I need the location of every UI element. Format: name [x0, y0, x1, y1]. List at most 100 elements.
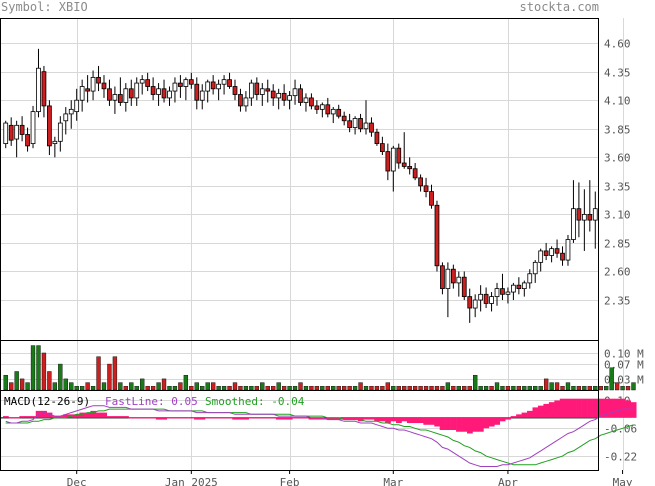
price-tick-label: 2.85	[604, 238, 631, 251]
candle-body	[385, 151, 391, 172]
volume-bar	[178, 382, 183, 391]
volume-bar	[571, 386, 576, 391]
candle-body	[150, 86, 156, 95]
candle-body	[390, 147, 396, 172]
macd-histogram-bar	[439, 417, 446, 430]
candle-body	[303, 97, 309, 103]
candle-body	[592, 208, 598, 221]
volume-bar	[511, 386, 516, 391]
macd-histogram-bar	[232, 417, 239, 420]
macd-title: MACD(12-26-9)	[4, 395, 90, 408]
macd-histogram-bar	[275, 417, 282, 420]
macd-histogram-bar	[259, 417, 266, 419]
volume-bar	[298, 382, 303, 391]
macd-histogram-bar	[570, 398, 577, 418]
candle-body	[478, 293, 484, 301]
price-tick-label: 3.10	[604, 209, 631, 222]
macd-histogram-bar	[183, 417, 189, 419]
volume-bar	[200, 386, 205, 391]
candle-body	[549, 248, 554, 256]
volume-bar	[336, 386, 341, 391]
volume-bar	[145, 386, 150, 391]
candle-body	[249, 82, 254, 99]
volume-bar	[467, 386, 472, 391]
macd-histogram-bar	[128, 417, 135, 419]
volume-bar	[140, 378, 145, 391]
volume-bar	[423, 386, 429, 391]
macd-histogram-bar	[434, 417, 440, 427]
volume-bar	[36, 345, 41, 391]
price-panel: 4.60 4.35 4.10 3.85 3.60 3.35 3.10 2.85 2.60 2.35	[0, 18, 631, 470]
candle-body	[374, 131, 380, 145]
candle-body	[57, 122, 63, 142]
macd-histogram-bar	[297, 417, 304, 419]
volume-bar	[533, 386, 538, 391]
candle-body	[587, 213, 593, 221]
price-tick-label: 3.85	[604, 124, 631, 137]
x-tick-label: Jan 2025	[165, 476, 218, 486]
macd-histogram-bar	[445, 417, 451, 430]
volume-bar	[19, 378, 25, 391]
candle-body	[74, 99, 80, 113]
candle-body	[276, 92, 282, 99]
macd-histogram-bar	[204, 417, 211, 419]
candle-body	[560, 252, 565, 261]
candle-body	[161, 88, 167, 99]
macd-histogram-bar	[112, 416, 118, 418]
candle-body	[14, 124, 20, 140]
candle-body	[467, 296, 473, 309]
macd-histogram-bar	[565, 398, 572, 418]
volume-bar	[205, 382, 210, 391]
macd-histogram-bar	[423, 417, 430, 425]
volume-bar	[576, 386, 582, 391]
volume-bar	[243, 386, 249, 391]
macd-histogram-bar	[483, 417, 490, 429]
candle-body	[265, 88, 271, 92]
candle-body	[325, 104, 331, 115]
volume-bar	[161, 378, 167, 391]
volume-bar	[462, 386, 467, 391]
candle-body	[494, 288, 500, 298]
candle-body	[489, 296, 494, 304]
volume-bar	[614, 382, 620, 391]
volume-bar	[123, 386, 128, 391]
candle-body	[434, 204, 440, 267]
macd-histogram-bar	[494, 417, 501, 425]
volume-bar	[478, 386, 483, 391]
macd-histogram-bar	[24, 416, 31, 418]
panel-frame	[0, 390, 599, 471]
candle-body	[500, 288, 505, 295]
candle-body	[112, 94, 118, 101]
candle-body	[36, 67, 41, 113]
macd-histogram-bar	[194, 417, 200, 420]
volume-bar	[549, 382, 554, 391]
volume-bar	[483, 386, 489, 391]
volume-bar	[445, 382, 451, 391]
candle-body	[199, 90, 205, 101]
volume-bar	[189, 386, 194, 391]
candle-body	[363, 122, 369, 130]
candle-body	[178, 82, 183, 87]
volume-bar	[271, 386, 276, 391]
volume-bar	[363, 386, 369, 391]
macd-histogram-bar	[139, 417, 146, 419]
candle-body	[461, 276, 467, 298]
macd-histogram-bar	[450, 417, 457, 430]
macd-histogram-bar	[456, 417, 462, 432]
candle-body	[216, 83, 221, 90]
volume-bar	[112, 356, 118, 391]
macd-histogram-bar	[95, 412, 102, 418]
macd-histogram-bar	[319, 417, 326, 420]
volume-bar	[516, 386, 522, 391]
volume-bar	[221, 386, 227, 391]
candle-body	[183, 79, 189, 87]
volume-bar	[451, 386, 456, 391]
candle-body	[418, 177, 423, 187]
candle-body	[243, 97, 249, 107]
volume-bar	[494, 382, 500, 391]
candle-body	[107, 88, 112, 101]
macd-histogram-bar	[308, 417, 315, 420]
volume-bar	[210, 382, 216, 391]
volume-bar	[325, 386, 330, 391]
